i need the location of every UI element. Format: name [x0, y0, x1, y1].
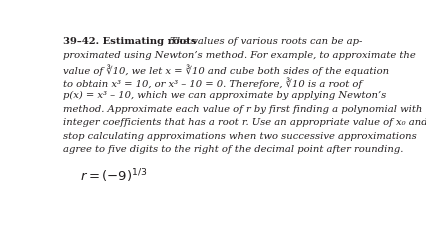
Text: method. Approximate each value of r by first finding a polynomial with: method. Approximate each value of r by f… — [63, 105, 423, 114]
Text: The values of various roots can be ap-: The values of various roots can be ap- — [167, 37, 362, 46]
Text: 39–42. Estimating roots: 39–42. Estimating roots — [63, 37, 197, 46]
Text: integer coefficients that has a root r. Use an appropriate value of x₀ and: integer coefficients that has a root r. … — [63, 118, 426, 127]
Text: $\mathit{r} = (-9)^{1/3}$: $\mathit{r} = (-9)^{1/3}$ — [80, 168, 148, 185]
Text: value of ∛10, we let x = ∛10 and cube both sides of the equation: value of ∛10, we let x = ∛10 and cube bo… — [63, 64, 389, 76]
Text: agree to five digits to the right of the decimal point after rounding.: agree to five digits to the right of the… — [63, 145, 404, 154]
Text: proximated using Newton’s method. For example, to approximate the: proximated using Newton’s method. For ex… — [63, 51, 416, 60]
Text: stop calculating approximations when two successive approximations: stop calculating approximations when two… — [63, 132, 417, 141]
Text: p(x) = x³ – 10, which we can approximate by applying Newton’s: p(x) = x³ – 10, which we can approximate… — [63, 91, 386, 100]
Text: to obtain x³ = 10, or x³ – 10 = 0. Therefore, ∛10 is a root of: to obtain x³ = 10, or x³ – 10 = 0. There… — [63, 78, 363, 89]
